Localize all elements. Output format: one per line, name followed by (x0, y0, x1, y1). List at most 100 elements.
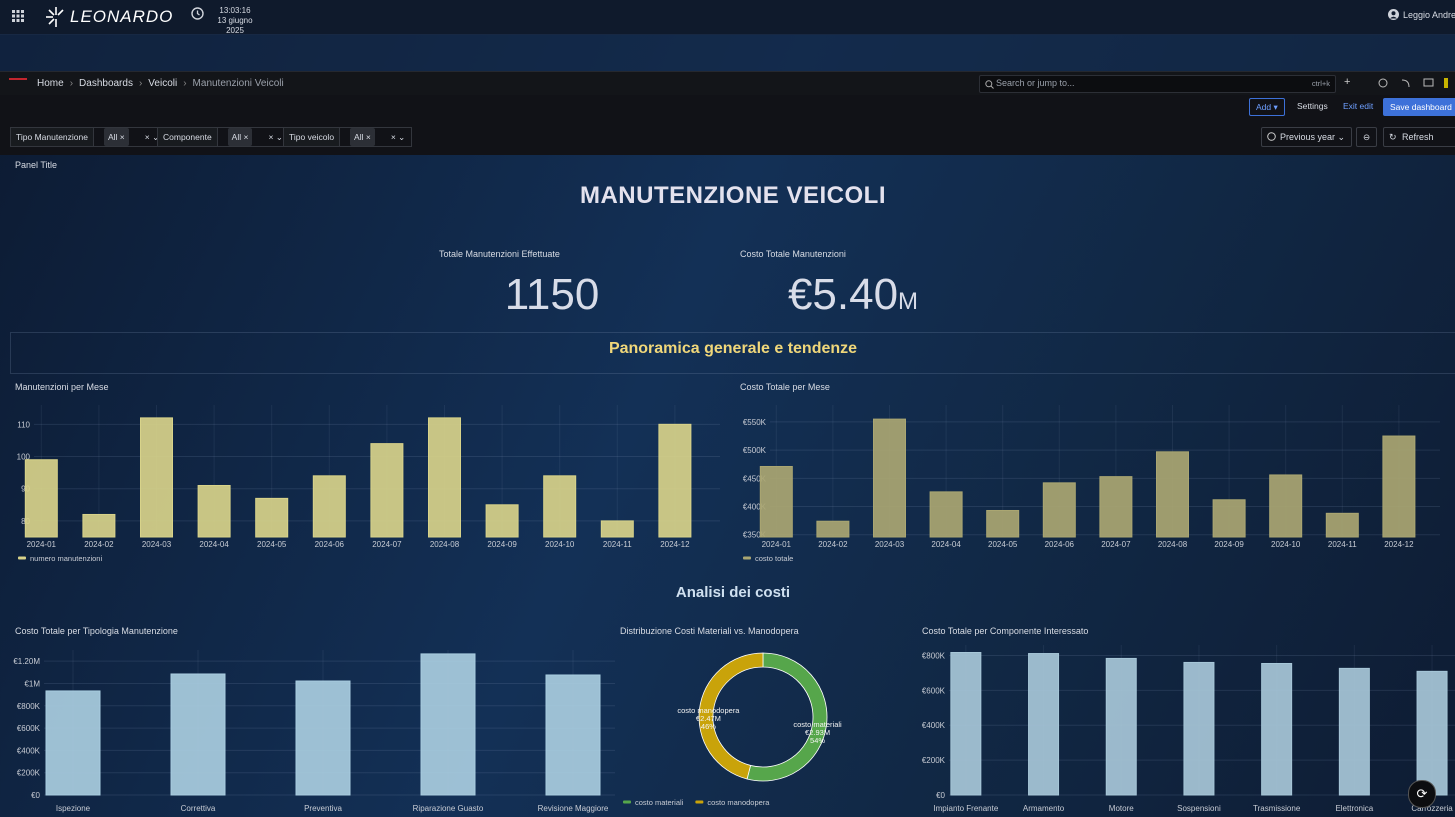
bar (1042, 482, 1076, 538)
filter-chip[interactable]: All × (103, 128, 129, 146)
add-button[interactable]: Add ▾ (1249, 98, 1285, 116)
bar (600, 520, 634, 538)
save-button[interactable]: Save dashboard (1383, 98, 1455, 116)
x-tick-label: 2024-08 (430, 540, 460, 549)
bar (428, 417, 461, 538)
search-placeholder: Search or jump to... (996, 78, 1075, 88)
bar (1382, 435, 1416, 538)
bar (370, 443, 404, 538)
filter-chip-text: All (231, 132, 242, 142)
y-tick-label: €350K (743, 531, 767, 540)
filter-label: Componente (158, 128, 218, 146)
bar (759, 465, 793, 538)
user-icon[interactable] (1388, 9, 1399, 20)
x-tick-label: 2024-10 (545, 540, 575, 549)
apps-icon[interactable] (12, 10, 24, 22)
menu-marker[interactable] (9, 78, 27, 80)
y-tick-label: €600K (922, 686, 946, 695)
search-icon (985, 80, 994, 89)
legend-swatch (695, 800, 704, 804)
legend-swatch (743, 556, 751, 560)
search-box[interactable]: Search or jump to... ctrl+k (979, 75, 1336, 93)
filter-chip[interactable]: All × (350, 128, 375, 146)
time-picker[interactable]: Previous year ⌄ (1261, 127, 1353, 147)
settings-button[interactable]: Settings (1297, 101, 1328, 111)
bar (1261, 662, 1293, 796)
exit-button[interactable]: Exit edit (1343, 101, 1374, 111)
add-label[interactable]: Add (1256, 102, 1272, 112)
sync-button[interactable]: ⟳ (1408, 780, 1436, 808)
nav-icons[interactable] (1378, 78, 1448, 89)
user-name[interactable]: Leggio Andrea (1403, 10, 1455, 20)
bar (816, 520, 850, 538)
section-panel (10, 332, 1455, 374)
bar (1099, 476, 1133, 538)
y-tick-label: €0 (936, 791, 945, 800)
x-tick-label: Armamento (1023, 804, 1065, 813)
donut-slice (698, 652, 764, 780)
x-tick-label: 2024-04 (199, 540, 229, 549)
bar (485, 504, 519, 538)
x-tick-label: Trasmissione (1253, 804, 1301, 813)
bar (45, 690, 101, 796)
y-tick-label: €600K (17, 724, 41, 733)
slice-label-line: costo materiali (793, 720, 842, 729)
x-tick-label: Elettronica (1335, 804, 1373, 813)
filter-value[interactable]: All × × ⌄ (217, 128, 289, 146)
x-tick-label: 2024-09 (487, 540, 517, 549)
x-tick-label: 2024-01 (762, 540, 792, 549)
panel-title: Panel Title (15, 160, 58, 170)
time-range: Previous year (1280, 132, 1336, 142)
stat-label: Totale Manutenzioni Effettuate (439, 249, 560, 259)
x-tick-label: Ispezione (56, 804, 91, 813)
stat-unit: M (898, 288, 919, 315)
panel-title: Costo Totale per Componente Interessato (922, 626, 1089, 636)
bar (255, 497, 289, 538)
crumb[interactable]: Veicoli (148, 78, 178, 89)
zoom-out[interactable]: ⊖ (1356, 127, 1378, 147)
stat-value: €5.40M (740, 270, 966, 320)
crumb[interactable]: Dashboards (79, 78, 133, 89)
refresh-button[interactable]: Refresh ↻ (1383, 127, 1455, 147)
filter-label: Tipo Manutenzione (11, 128, 94, 146)
banner (0, 34, 1455, 71)
x-tick-label: 2024-03 (142, 540, 172, 549)
bar (140, 417, 173, 538)
legend-swatch (623, 800, 631, 804)
y-tick-label: €800K (17, 702, 41, 711)
section-title: Analisi dei costi (675, 584, 791, 601)
x-tick-label: Impianto Frenante (933, 804, 998, 813)
y-tick-label: €500K (743, 446, 767, 455)
bar (1269, 474, 1303, 538)
filter[interactable]: Componente All × × ⌄ (157, 127, 290, 147)
refresh-label: Refresh (1402, 132, 1434, 142)
x-tick-label: Preventiva (304, 804, 342, 813)
filter-value[interactable]: All × × ⌄ (93, 128, 166, 146)
new-icon[interactable]: + (1344, 76, 1351, 88)
slice-label-line: €2.93M (805, 728, 830, 737)
x-tick-label: 2024-07 (372, 540, 402, 549)
x-tick-label: 2024-02 (84, 540, 114, 549)
slice-label-line: 54% (810, 736, 825, 745)
filter[interactable]: Tipo veicolo All × × ⌄ (283, 127, 413, 147)
slice-label-line: €2.47M (696, 714, 721, 723)
y-tick-label: €1M (24, 679, 40, 688)
filter[interactable]: Tipo Manutenzione All × × ⌄ (10, 127, 167, 147)
y-tick-label: €400K (17, 746, 41, 755)
bar (543, 475, 577, 538)
crumb[interactable]: Home (37, 78, 64, 89)
x-tick-label: 2024-05 (988, 540, 1018, 549)
toolbar: Add ▾ Settings Exit edit Save dashboard (0, 95, 1455, 118)
bar (545, 674, 601, 796)
x-tick-label: 2024-06 (1045, 540, 1075, 549)
x-tick-label: Riparazione Guasto (413, 804, 484, 813)
bar (1183, 661, 1215, 796)
filter-chip[interactable]: All × (227, 128, 253, 146)
filter-value[interactable]: All × × ⌄ (340, 128, 412, 146)
x-tick-label: 2024-01 (27, 540, 57, 549)
bar (82, 513, 116, 538)
